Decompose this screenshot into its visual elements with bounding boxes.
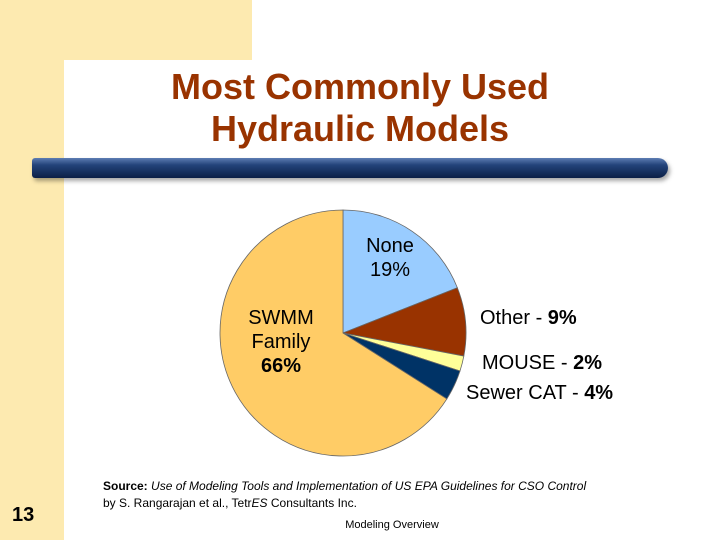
slice-label-other-name: Other - xyxy=(480,307,548,329)
slice-label-none-value: 19% xyxy=(369,259,411,281)
source-byline-es: ES xyxy=(251,496,268,510)
source-byline: by S. Rangarajan et al., Tetr xyxy=(103,496,252,510)
source-label: Source: xyxy=(103,479,148,493)
slide-number: 13 xyxy=(12,504,35,526)
slice-label-sewer-cat: Sewer CAT - 4% xyxy=(466,381,613,405)
top-accent-bar xyxy=(0,0,252,60)
slice-label-other-value: 9% xyxy=(547,307,577,329)
slice-label-swmm-value: 66% xyxy=(260,355,302,377)
slice-label-mouse-value: 2% xyxy=(573,352,603,374)
title-line-1: Most Commonly Used xyxy=(170,66,550,107)
slice-label-none-name: None xyxy=(366,235,414,257)
title-divider-bar xyxy=(32,158,668,178)
slice-label-other: Other - 9% xyxy=(480,306,577,330)
slice-label-none: None 19% xyxy=(362,234,418,282)
slice-label-mouse-name: MOUSE - xyxy=(482,352,574,374)
source-byline-end: Consultants Inc. xyxy=(267,496,357,510)
source-title: Use of Modeling Tools and Implementation… xyxy=(151,479,587,493)
slice-label-mouse: MOUSE - 2% xyxy=(482,351,602,375)
title-line-2: Hydraulic Models xyxy=(210,108,510,149)
left-accent-bar xyxy=(0,0,64,540)
slide-title: Most Commonly Used Hydraulic Models xyxy=(60,66,660,150)
pie-slice-swmm-family xyxy=(219,209,448,457)
slice-label-swmm-name-1: SWMM xyxy=(248,307,314,329)
slice-label-sewer-cat-name: Sewer CAT - xyxy=(466,382,585,404)
pie-slice-none xyxy=(342,209,458,334)
source-citation: Source: Use of Modeling Tools and Implem… xyxy=(103,478,693,512)
slice-label-swmm: SWMM Family 66% xyxy=(241,306,321,378)
slice-label-sewer-cat-value: 4% xyxy=(584,382,614,404)
footer-text: Modeling Overview xyxy=(345,519,439,531)
slice-label-swmm-name-2: Family xyxy=(251,331,311,353)
